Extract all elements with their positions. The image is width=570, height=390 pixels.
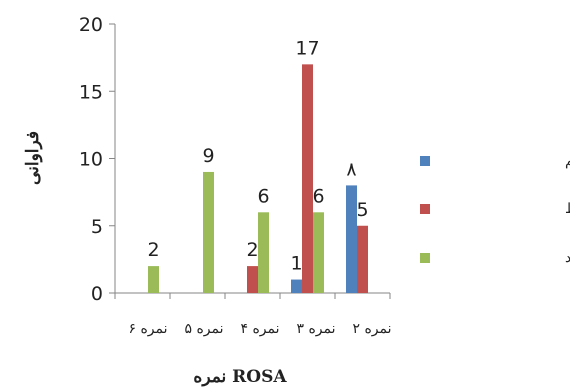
y-tick-label: 0 — [91, 283, 103, 305]
bar — [247, 266, 258, 293]
x-tick-label: نمره ۵ — [184, 321, 223, 337]
bar — [346, 185, 357, 293]
data-label: 1 — [290, 253, 302, 275]
data-label: 2 — [147, 239, 159, 261]
x-tick-label: نمره ۴ — [240, 321, 279, 337]
bar — [313, 212, 324, 293]
bar — [203, 171, 214, 293]
legend-label: بهره وری کم — [565, 153, 570, 169]
x-tick-label: نمره ۲ — [352, 321, 391, 337]
y-tick-label: 15 — [79, 81, 103, 103]
bar — [148, 266, 159, 293]
y-tick-label: 20 — [79, 14, 103, 36]
legend-label: بهره وری متوسط — [565, 201, 570, 217]
data-label: 6 — [312, 185, 324, 207]
bar — [291, 279, 302, 293]
data-label: 6 — [257, 185, 269, 207]
legend-label: بهره وری زیاد — [565, 250, 570, 266]
y-axis-label: فراوانی — [23, 131, 43, 185]
bar — [357, 225, 368, 293]
data-label: 5 — [356, 199, 368, 221]
x-tick-label: نمره ۳ — [296, 321, 335, 337]
data-label: 17 — [295, 37, 319, 59]
data-label: ۸ — [346, 158, 356, 180]
x-axis-label: نمره ROSA — [193, 367, 287, 387]
legend-swatch — [420, 156, 430, 166]
bar — [258, 212, 269, 293]
legend-swatch — [420, 204, 430, 214]
legend-swatch — [420, 253, 430, 263]
x-tick-label: نمره ۶ — [128, 321, 167, 337]
data-label: 9 — [202, 145, 214, 167]
y-tick-label: 10 — [79, 149, 103, 171]
legend: بهره وری کم بهره وری متوسط بهره وری زیاد — [420, 153, 570, 266]
data-label: 2 — [246, 239, 258, 261]
bar — [302, 64, 313, 293]
y-tick-label: 5 — [91, 216, 103, 238]
